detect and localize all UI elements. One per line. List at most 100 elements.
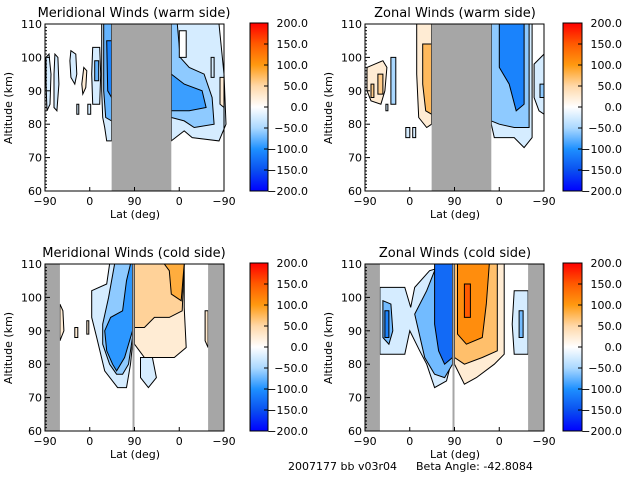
y-tick-label: 90 bbox=[28, 325, 42, 338]
x-tick-label: −90 bbox=[33, 435, 56, 448]
y-axis-label: Altitude (km) bbox=[322, 72, 335, 144]
colorbar-tick-label: −200.0 bbox=[581, 185, 622, 198]
x-tick-label: 0 bbox=[406, 435, 413, 448]
colorbar-tick-label: −100.0 bbox=[581, 143, 622, 156]
colorbar-tick-label: 0.0 bbox=[291, 101, 309, 114]
colorbar-tick-label: 100.0 bbox=[591, 299, 623, 312]
x-tick-label: 0 bbox=[406, 195, 413, 208]
colorbar-tick-label: 50.0 bbox=[598, 80, 623, 93]
x-tick-label: 0 bbox=[176, 195, 183, 208]
contour-region bbox=[106, 40, 113, 100]
colorbar-tick-label: −50.0 bbox=[274, 122, 308, 135]
contour-region bbox=[59, 303, 65, 341]
colorbar-tick-label: 50.0 bbox=[284, 80, 309, 93]
x-tick-label: 0 bbox=[86, 435, 93, 448]
contour-region bbox=[81, 66, 88, 96]
colorbar-tick-label: −200.0 bbox=[581, 425, 622, 438]
no-data-band bbox=[208, 264, 224, 431]
contour-region bbox=[390, 56, 397, 105]
panel-zonal-cold: Zonal Winds (cold side) 60 70 80 90 100 110 −9… bbox=[322, 246, 622, 461]
footer-beta-angle: Beta Angle: -42.8084 bbox=[416, 460, 533, 473]
x-tick-label: 0 bbox=[496, 435, 503, 448]
y-tick-label: 60 bbox=[348, 425, 362, 438]
contour-region bbox=[87, 103, 92, 115]
y-tick-label: 60 bbox=[28, 425, 42, 438]
y-tick-label: 100 bbox=[341, 51, 362, 64]
contour-region bbox=[104, 263, 133, 372]
colorbar: 200.0 150.0 100.0 50.0 0.0 −50.0 −100.0 −150.0 −… bbox=[249, 17, 309, 198]
x-tick-label: −90 bbox=[212, 435, 235, 448]
contour-region bbox=[384, 310, 390, 338]
x-axis-label: Lat (deg) bbox=[430, 448, 480, 461]
colorbar-tick-label: −50.0 bbox=[588, 362, 622, 375]
contour-region bbox=[518, 310, 524, 338]
contour-region bbox=[86, 320, 90, 335]
contour-regions bbox=[45, 23, 227, 191]
contour-region bbox=[539, 83, 545, 98]
x-axis-label: Lat (deg) bbox=[110, 208, 160, 221]
x-tick-label: 0 bbox=[496, 195, 503, 208]
y-tick-label: 70 bbox=[28, 392, 42, 405]
x-tick-label: 0 bbox=[176, 435, 183, 448]
contour-region bbox=[370, 83, 375, 98]
panel-meridional-cold: Meridional Winds (cold side) 60 70 80 90 100… bbox=[2, 246, 308, 461]
colorbar-tick-label: 200.0 bbox=[277, 257, 309, 270]
chart-title: Zonal Winds (warm side) bbox=[374, 6, 536, 21]
contour-regions bbox=[365, 263, 544, 431]
y-axis-label: Altitude (km) bbox=[2, 72, 15, 144]
panel-meridional-warm: Meridional Winds (warm side) 60 70 80 90 100… bbox=[2, 6, 308, 221]
colorbar-tick-label: 50.0 bbox=[598, 320, 623, 333]
y-tick-label: 110 bbox=[21, 258, 42, 271]
x-axis-label: Lat (deg) bbox=[110, 448, 160, 461]
plot-frame: 60 70 80 90 100 110 −90 0 90 0 −90 bbox=[21, 258, 236, 448]
colorbar-tick-label: 200.0 bbox=[591, 257, 623, 270]
colorbar-tick-label: 150.0 bbox=[277, 38, 309, 51]
colorbar-tick-label: 150.0 bbox=[591, 278, 623, 291]
contour-regions bbox=[366, 23, 545, 191]
x-tick-label: 90 bbox=[128, 195, 142, 208]
y-tick-label: 100 bbox=[341, 291, 362, 304]
y-tick-label: 110 bbox=[341, 258, 362, 271]
y-tick-label: 60 bbox=[348, 185, 362, 198]
y-tick-label: 100 bbox=[21, 51, 42, 64]
y-axis-label: Altitude (km) bbox=[322, 312, 335, 384]
contour-region bbox=[405, 127, 411, 139]
colorbar-tick-label: 0.0 bbox=[605, 341, 623, 354]
colorbar-tick-label: 0.0 bbox=[605, 101, 623, 114]
no-data-band bbox=[528, 264, 544, 431]
contour-region bbox=[69, 49, 78, 86]
colorbar-tick-label: 100.0 bbox=[277, 59, 309, 72]
chart-title: Meridional Winds (cold side) bbox=[42, 246, 225, 261]
colorbar-tick-label: −150.0 bbox=[581, 164, 622, 177]
y-tick-label: 90 bbox=[348, 85, 362, 98]
y-tick-label: 80 bbox=[28, 358, 42, 371]
colorbar-tick-label: 200.0 bbox=[277, 17, 309, 30]
contour-region bbox=[140, 357, 157, 389]
colorbar-tick-label: −150.0 bbox=[267, 404, 308, 417]
colorbar-tick-label: −50.0 bbox=[588, 122, 622, 135]
y-tick-label: 70 bbox=[348, 152, 362, 165]
contour-region bbox=[178, 30, 187, 58]
y-tick-label: 60 bbox=[28, 185, 42, 198]
x-tick-label: 90 bbox=[448, 195, 462, 208]
colorbar-tick-label: −200.0 bbox=[267, 185, 308, 198]
colorbar: 200.0 150.0 100.0 50.0 0.0 −50.0 −100.0 −150.0 −… bbox=[562, 257, 623, 438]
footer-date-version: 2007177 bb v03r04 bbox=[288, 460, 397, 473]
chart-title: Zonal Winds (cold side) bbox=[379, 246, 531, 261]
contour-region bbox=[463, 283, 471, 318]
colorbar-tick-label: −200.0 bbox=[267, 425, 308, 438]
no-data-band bbox=[111, 24, 172, 191]
plot-frame: 60 70 80 90 100 110 −90 0 90 0 −90 bbox=[341, 258, 556, 448]
contour-region bbox=[385, 103, 389, 112]
x-tick-label: −90 bbox=[532, 435, 555, 448]
contour-region bbox=[422, 43, 433, 116]
contour-region bbox=[533, 52, 545, 116]
y-tick-label: 110 bbox=[341, 18, 362, 31]
y-tick-label: 70 bbox=[348, 392, 362, 405]
colorbar-tick-label: −150.0 bbox=[267, 164, 308, 177]
no-data-band bbox=[132, 264, 135, 431]
contour-region bbox=[94, 60, 100, 82]
colorbar-tick-label: 150.0 bbox=[591, 38, 623, 51]
colorbar-tick-label: 0.0 bbox=[291, 341, 309, 354]
